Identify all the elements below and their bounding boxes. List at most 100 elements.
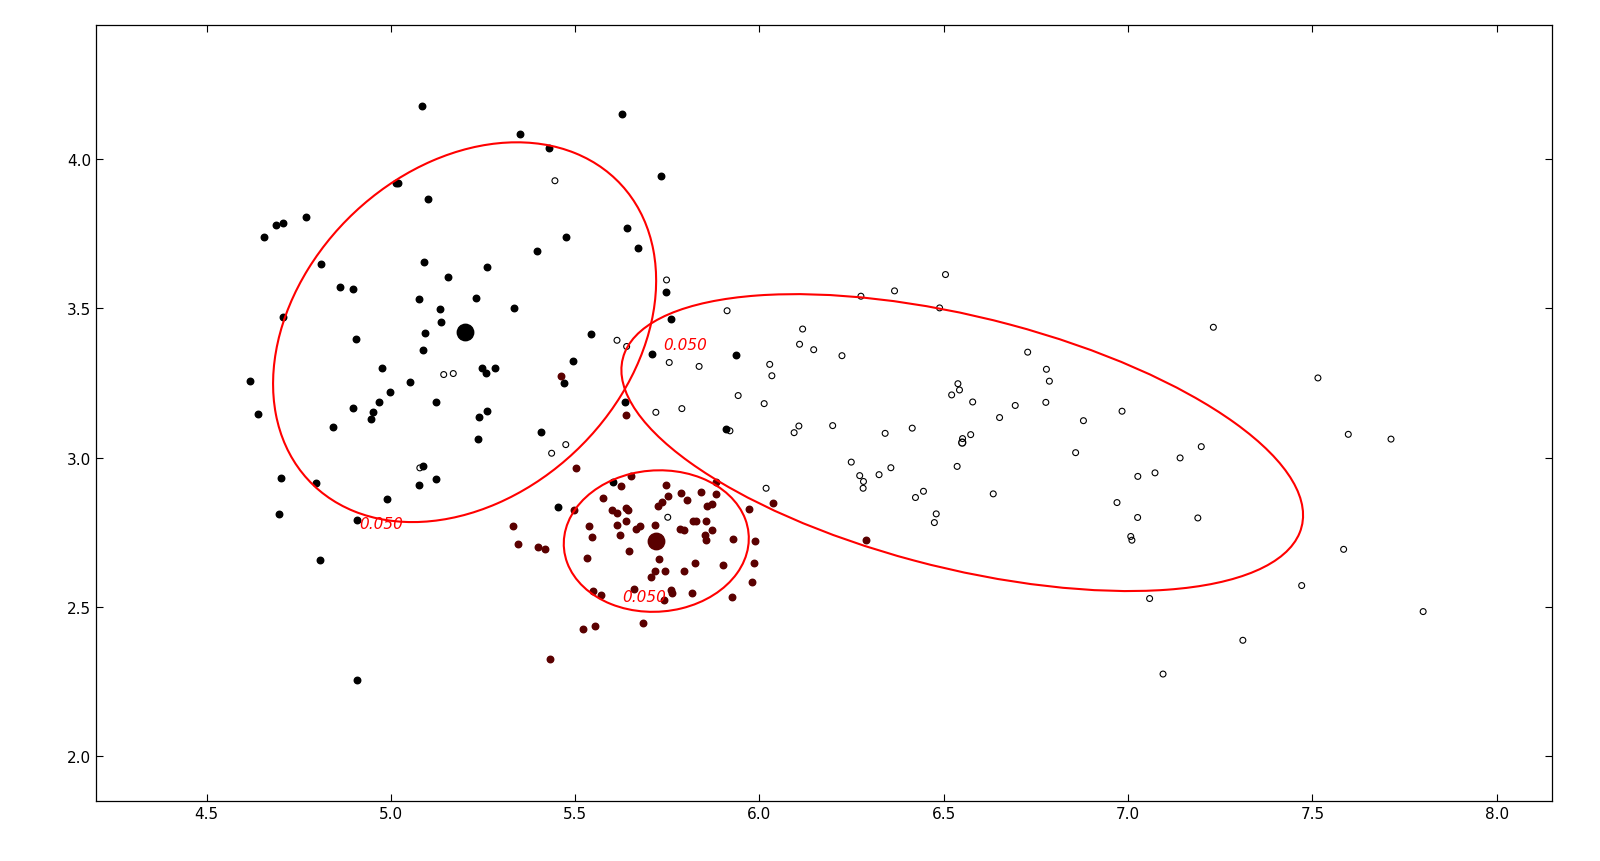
Point (786, 419, 811, 433)
Point (939, 388, 965, 402)
Point (307, 554, 333, 567)
Text: 0.050: 0.050 (664, 338, 707, 352)
Point (667, 523, 693, 536)
Point (1104, 496, 1130, 510)
Point (899, 422, 925, 436)
Point (1034, 396, 1059, 410)
Point (627, 520, 653, 534)
Point (616, 545, 642, 559)
Point (262, 219, 288, 232)
Point (648, 170, 674, 183)
Point (723, 349, 749, 362)
Point (981, 487, 1006, 501)
Point (960, 395, 986, 409)
Point (1034, 363, 1059, 377)
Point (562, 503, 587, 517)
Point (384, 177, 410, 191)
Point (474, 405, 499, 418)
Point (683, 514, 709, 528)
Point (238, 375, 264, 388)
Point (342, 333, 368, 347)
Point (819, 419, 845, 433)
Point (579, 530, 605, 544)
Point (360, 406, 386, 419)
Point (618, 469, 643, 483)
Point (1290, 579, 1315, 592)
Point (531, 542, 557, 556)
Point (654, 511, 680, 524)
Point (638, 571, 664, 585)
Point (643, 535, 669, 548)
Point (542, 175, 568, 189)
Point (469, 362, 494, 375)
Point (605, 506, 630, 520)
Point (539, 447, 565, 461)
Point (613, 501, 638, 515)
Point (781, 426, 806, 440)
Point (1336, 428, 1362, 442)
Point (754, 482, 779, 496)
Point (1014, 346, 1040, 360)
Point (1410, 605, 1435, 619)
Point (554, 438, 579, 452)
Point (1118, 534, 1144, 548)
Point (574, 551, 600, 565)
Point (406, 293, 432, 307)
Point (578, 327, 603, 341)
Point (851, 475, 877, 489)
Point (440, 367, 466, 381)
Point (406, 479, 432, 492)
Point (1070, 414, 1096, 428)
Point (923, 507, 949, 521)
Point (416, 193, 442, 207)
Point (501, 301, 526, 315)
Point (654, 274, 680, 288)
Point (645, 499, 670, 513)
Point (846, 469, 872, 483)
Point (589, 588, 614, 602)
Point (693, 528, 718, 542)
Point (270, 216, 296, 230)
Point (427, 303, 453, 317)
Point (1331, 542, 1357, 556)
Point (643, 406, 669, 419)
Text: 0.050: 0.050 (358, 517, 403, 531)
Point (304, 477, 330, 491)
Point (614, 504, 640, 517)
Point (614, 221, 640, 235)
Point (651, 565, 677, 579)
Point (410, 460, 435, 474)
Point (714, 305, 739, 319)
Point (1189, 440, 1214, 454)
Point (370, 362, 395, 375)
Point (344, 673, 370, 687)
Point (549, 369, 574, 383)
Point (430, 369, 456, 382)
Point (501, 519, 526, 533)
Point (528, 425, 554, 439)
Point (693, 515, 718, 529)
Point (646, 553, 672, 567)
Point (266, 508, 291, 522)
Point (1062, 446, 1088, 460)
Point (582, 620, 608, 634)
Point (538, 652, 563, 666)
Point (752, 397, 778, 411)
Point (872, 427, 898, 441)
Point (866, 468, 891, 482)
Point (850, 482, 875, 496)
Point (739, 576, 765, 590)
Point (341, 283, 366, 297)
Point (699, 523, 725, 537)
Point (410, 100, 435, 114)
Point (902, 491, 928, 505)
Point (1168, 451, 1194, 465)
Point (882, 285, 907, 299)
Point (736, 503, 762, 517)
Point (525, 245, 550, 259)
Point (1200, 321, 1226, 335)
Point (688, 485, 714, 499)
Point (1003, 400, 1029, 413)
Point (560, 356, 586, 369)
Point (653, 479, 678, 492)
